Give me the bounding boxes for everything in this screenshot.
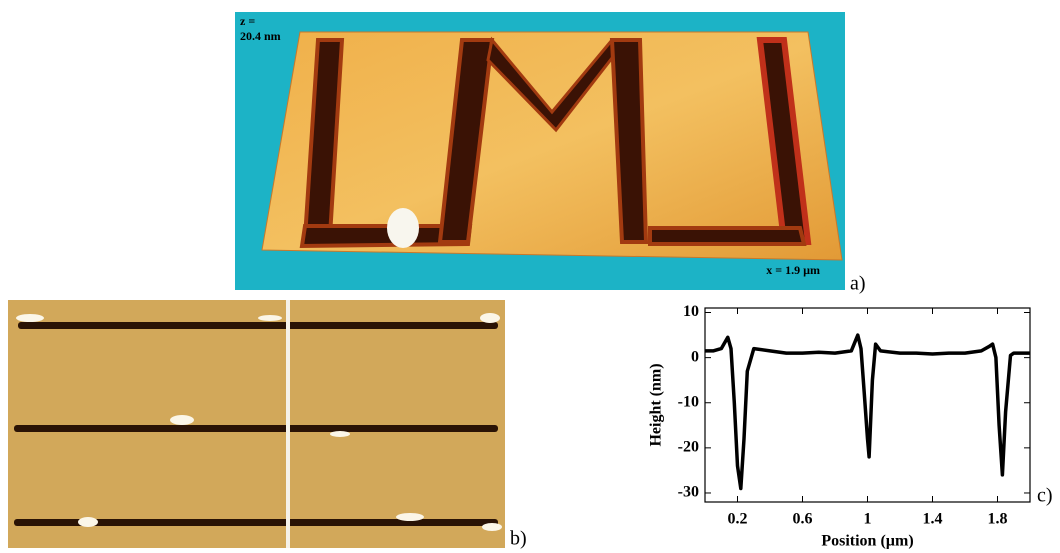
x-tick-label: 1.8	[988, 511, 1008, 528]
y-tick-label: -30	[678, 484, 699, 501]
z-label: z =	[240, 14, 255, 28]
y-tick-label: -10	[678, 393, 699, 410]
y-tick-label: 0	[691, 348, 699, 365]
x-tick-label: 1	[864, 511, 872, 528]
panel-label: b)	[510, 528, 527, 550]
y-axis-label: Height (nm)	[648, 363, 665, 446]
y-tick-label: -20	[678, 439, 699, 456]
plot-frame	[705, 308, 1030, 502]
afm-2d-image	[8, 300, 505, 548]
y-tick-label: 10	[683, 303, 699, 320]
x-value: x = 1.9 µm	[766, 263, 820, 277]
x-tick-label: 0.6	[793, 511, 813, 528]
panel-label: a)	[850, 273, 866, 295]
x-tick-label: 0.2	[728, 511, 748, 528]
z-value: 20.4 nm	[240, 29, 281, 43]
x-axis-label: Position (µm)	[821, 533, 913, 550]
panel-label: c)	[1037, 485, 1053, 507]
afm-3d-image	[235, 12, 845, 290]
data-line	[705, 335, 1030, 488]
x-tick-label: 1.4	[923, 511, 943, 528]
line-chart: 10 0 -10 -20 -30 0.2 0.6 1 1.4 1.8 Position (µm) He…	[648, 303, 1030, 549]
figure: z = 20.4 nm x = 1.9 µm a) b) c) 10 0 -10 -2…	[0, 0, 1060, 553]
